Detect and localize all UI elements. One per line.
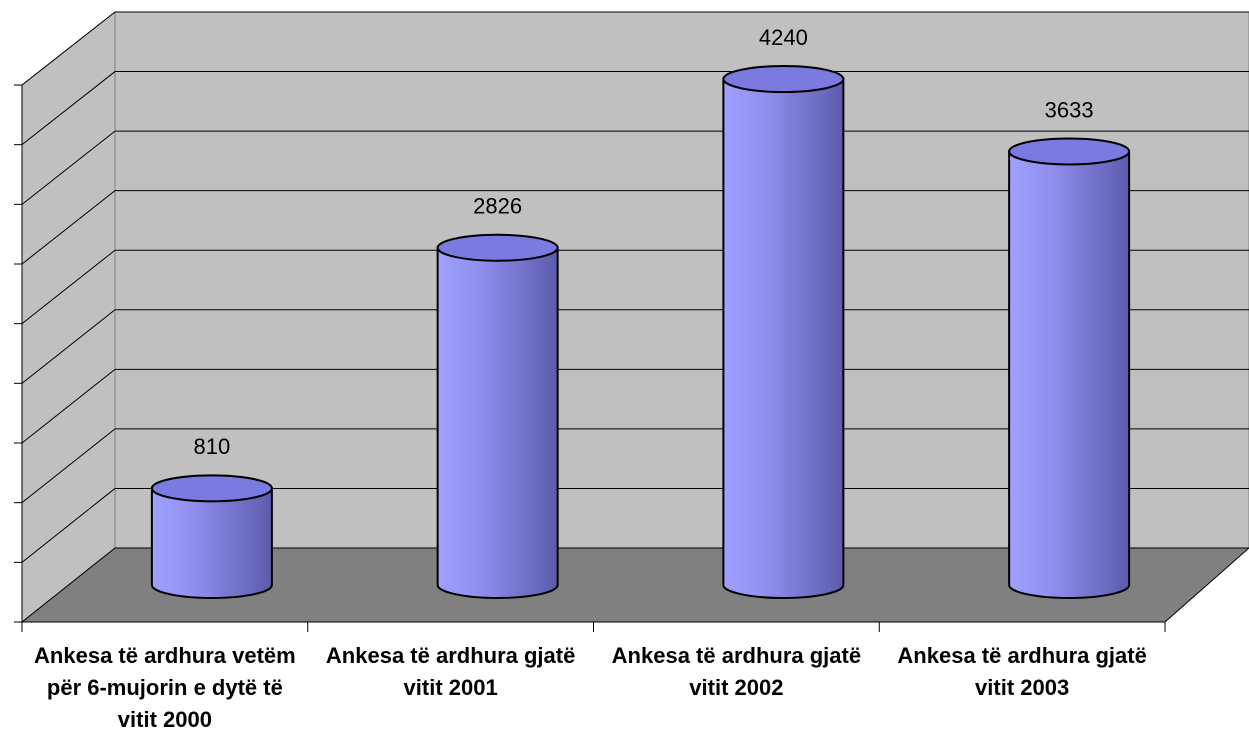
x-tick-label: Ankesa të ardhura gjatë vitit 2002 — [611, 643, 862, 700]
grid-line-side — [21, 428, 116, 504]
bar — [1008, 150, 1131, 599]
bar-top — [1008, 137, 1131, 166]
x-tick-label: Ankesa të ardhura vetëm për 6-mujorin e … — [34, 643, 296, 732]
value-label: 810 — [194, 434, 231, 459]
x-tick-label: Ankesa të ardhura gjatë vitit 2001 — [325, 643, 576, 700]
grid-line-side — [21, 309, 116, 384]
value-label: 2826 — [473, 194, 522, 219]
grid-line-side — [21, 488, 116, 563]
grid-line-side — [21, 547, 116, 623]
grid-line-side — [21, 249, 116, 325]
grid-line-side — [21, 130, 116, 205]
side-wall — [21, 10, 116, 624]
value-label: 4240 — [759, 25, 808, 50]
bar-top — [436, 233, 559, 262]
floor — [22, 548, 1249, 622]
bar — [150, 487, 273, 599]
bar-top — [150, 474, 273, 503]
grid-line-side — [21, 71, 116, 146]
x-tick-label: Ankesa të ardhura gjatë vitit 2003 — [897, 643, 1147, 700]
x-axis-depth — [1164, 547, 1249, 623]
bar — [436, 246, 559, 599]
value-label: 3633 — [1045, 97, 1094, 122]
grid-line-side — [21, 368, 116, 444]
bar — [722, 78, 845, 599]
grid-line-side — [21, 190, 116, 265]
bar-top — [722, 65, 845, 94]
grid-line-side — [21, 11, 116, 86]
